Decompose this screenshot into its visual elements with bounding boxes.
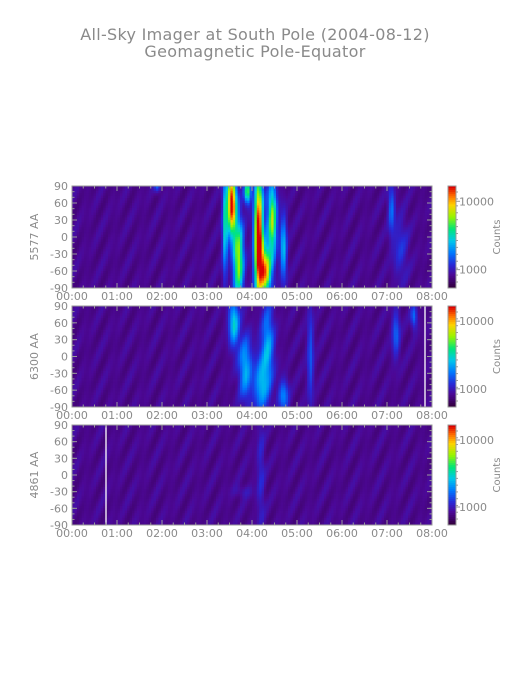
colorbar-frame [447,305,457,408]
x-tick-label: 07:00 [371,527,403,540]
x-tick-label: 04:00 [236,409,268,422]
x-tick-label: 06:00 [326,409,358,422]
y-tick-label: 30 [54,214,68,227]
heatmap-cells [72,186,433,289]
y-tick-label: 0 [61,469,68,482]
y-tick-label: -90 [50,519,68,532]
x-tick-label: 03:00 [191,290,223,303]
colorbar-tick-label: 10000 [459,315,494,328]
colorbar: 10000 1000 Counts [447,424,503,526]
y-tick-label: -30 [50,367,68,380]
y-tick-label: 0 [61,351,68,364]
x-tick-label: 08:00 [416,527,448,540]
y-axis-label: 5577 AA [28,213,41,260]
colorbar: 10000 1000 Counts [447,185,503,289]
colorbar-tick-label: 10000 [459,195,494,208]
y-tick-label: -60 [50,502,68,515]
x-tick-label: 08:00 [416,290,448,303]
x-tick-label: 00:00 [56,290,88,303]
y-tick-label: 90 [54,300,68,313]
x-tick-label: 00:00 [56,527,88,540]
x-tick-label: 05:00 [281,290,313,303]
y-tick-label: 60 [54,197,68,210]
y-tick-label: -90 [50,282,68,295]
x-tick-label: 01:00 [101,409,133,422]
colorbar-frame [447,185,457,289]
y-tick-label: 0 [61,231,68,244]
colorbar: 10000 1000 Counts [447,305,503,408]
figure-title: All-Sky Imager at South Pole (2004-08-12… [80,25,430,44]
x-tick-label: 06:00 [326,527,358,540]
heatmap-cells [72,425,433,526]
y-tick-label: 60 [54,436,68,449]
figure-subtitle: Geomagnetic Pole-Equator [144,42,366,61]
colorbar-tick-label: 10000 [459,434,494,447]
x-tick-label: 01:00 [101,527,133,540]
y-tick-label: -30 [50,248,68,261]
colorbar-label: Counts [492,220,503,255]
heatmap-cells [72,306,433,408]
y-axis-label: 6300 AA [28,333,41,380]
x-tick-label: 05:00 [281,409,313,422]
y-tick-label: 30 [54,334,68,347]
x-tick-label: 07:00 [371,409,403,422]
x-tick-label: 02:00 [146,290,178,303]
y-tick-label: 90 [54,419,68,432]
colorbar-tick-label: 1000 [459,501,487,514]
x-tick-label: 00:00 [56,409,88,422]
y-tick-label: 60 [54,317,68,330]
colorbar-tick-label: 1000 [459,264,487,277]
y-tick-label: -30 [50,486,68,499]
x-tick-label: 03:00 [191,409,223,422]
y-tick-label: 90 [54,180,68,193]
x-tick-label: 04:00 [236,290,268,303]
y-tick-label: -60 [50,384,68,397]
x-tick-label: 04:00 [236,527,268,540]
x-tick-label: 07:00 [371,290,403,303]
y-tick-label: -60 [50,265,68,278]
x-tick-label: 05:00 [281,527,313,540]
x-tick-label: 02:00 [146,527,178,540]
x-tick-label: 01:00 [101,290,133,303]
x-tick-label: 02:00 [146,409,178,422]
figure-title-block: All-Sky Imager at South Pole (2004-08-12… [0,26,510,60]
y-axis-label: 4861 AA [28,451,41,498]
y-tick-label: -90 [50,401,68,414]
colorbar-label: Counts [492,458,503,493]
x-tick-label: 03:00 [191,527,223,540]
colorbar-frame [447,424,457,526]
y-tick-label: 30 [54,452,68,465]
colorbar-label: Counts [492,339,503,374]
colorbar-tick-label: 1000 [459,383,487,396]
x-tick-label: 08:00 [416,409,448,422]
x-tick-label: 06:00 [326,290,358,303]
